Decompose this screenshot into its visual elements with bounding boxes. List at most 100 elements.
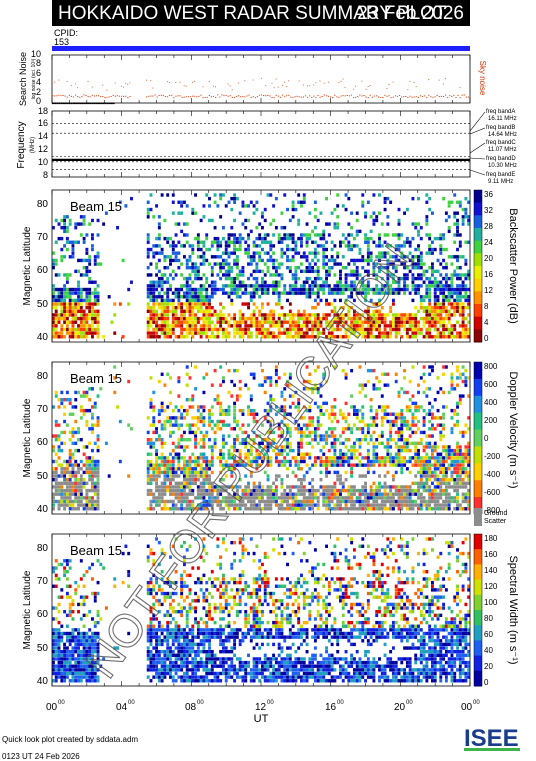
power-cell [263,284,267,288]
power-cell [54,287,58,292]
power-cell [325,302,328,306]
power-cell [394,258,398,263]
velocity-cell [422,445,426,449]
velocity-cell [157,456,161,460]
power-cell [166,295,170,299]
power-cell [194,273,198,277]
velocity-cell [280,434,284,438]
velocity-cell [247,441,250,446]
velocity-cell [430,456,434,460]
power-cell [277,324,281,328]
velocity-cell [196,492,200,496]
velocity-cell [311,438,315,442]
power-cell [241,331,245,335]
velocity-cell [180,412,184,416]
velocity-cell [288,394,292,398]
power-cell [155,262,159,266]
power-cell [366,251,370,255]
power-cell [182,244,186,248]
power-cell [286,291,289,295]
power-cell [252,316,256,321]
power-cell [213,327,217,332]
velocity-cell [394,416,398,420]
velocity-cell [294,485,298,489]
power-cell [63,255,67,259]
power-cell [233,327,237,332]
sky-noise-point [438,96,440,98]
velocity-cell [411,416,415,420]
power-cell [297,287,301,292]
velocity-cell [313,496,317,500]
power-cell [252,291,256,295]
velocity-cell [249,470,253,475]
velocity-cell [269,419,273,424]
velocity-cell [428,365,432,369]
power-cell [327,302,331,306]
power-cell [339,269,342,274]
power-cell [444,276,448,281]
power-cell [302,269,306,274]
velocity-cell [347,507,351,511]
velocity-cell [52,405,55,409]
velocity-cell [297,448,301,453]
power-cell [461,215,465,219]
sky-noise-point [373,95,376,97]
power-cell [182,316,186,321]
velocity-cell [127,423,131,427]
velocity-cell [249,438,253,442]
power-cell [74,298,78,303]
velocity-cell [247,387,250,391]
power-cell [233,284,237,288]
power-colorbar-segment [474,278,482,292]
velocity-cell [71,499,75,504]
power-cell [316,287,320,292]
power-cell [261,287,264,292]
velocity-cell [375,412,379,416]
velocity-cell [386,485,390,489]
power-cell [291,273,295,277]
power-cell [57,298,61,303]
freq-ytick: 8 [43,170,48,180]
power-cell [194,313,198,317]
power-cell [319,324,323,328]
power-cell [221,291,225,295]
power-cell [252,244,256,248]
power-cell [417,258,420,263]
velocity-cell [397,445,401,449]
velocity-cell [286,438,289,442]
power-cell [65,324,69,328]
power-cell [71,255,75,259]
power-cell [375,244,379,248]
velocity-cell [274,503,278,507]
velocity-cell [352,499,356,504]
power-cell [71,335,75,339]
power-cell [146,324,150,328]
velocity-cell [408,492,412,496]
power-cell [347,335,351,339]
power-cell [60,331,64,335]
velocity-cell [54,488,58,493]
power-cell [241,313,245,317]
velocity-cell [400,467,404,471]
power-cell [227,255,231,259]
power-cell [261,247,264,252]
power-cell [428,196,432,201]
power-cell [210,218,214,223]
power-cell [68,218,72,223]
velocity-cell [344,445,348,449]
velocity-cell [419,438,423,442]
power-cell [450,302,454,306]
velocity-cell [71,427,75,431]
sky-noise-point [129,82,131,84]
power-cell [336,335,340,339]
velocity-cell [155,427,159,431]
velocity-cell [322,372,326,376]
power-cell [269,316,273,321]
velocity-cell [358,499,362,504]
velocity-cell [322,503,326,507]
power-cell [163,313,167,317]
velocity-cell [408,496,412,500]
velocity-cell [82,408,86,413]
search-noise-point [102,102,105,105]
power-cell [82,324,86,328]
